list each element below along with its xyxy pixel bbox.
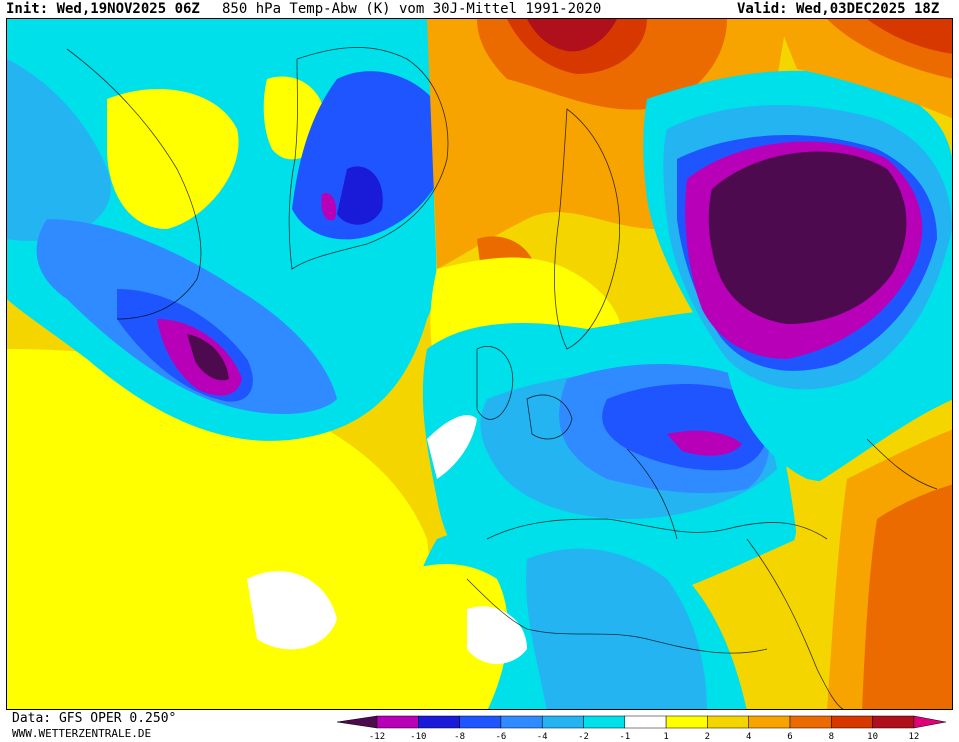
legend-swatch (748, 715, 791, 729)
legend-swatch (831, 715, 873, 729)
field-white-band (427, 415, 477, 479)
legend-swatch (583, 715, 626, 729)
field-white-morocco (467, 606, 527, 664)
legend-swatch (418, 715, 460, 729)
legend-tick-label: -10 (410, 732, 427, 742)
field-alps-purple (667, 430, 742, 456)
legend-tick-label: 2 (704, 732, 711, 742)
legend-swatch (500, 715, 543, 729)
legend-tick-label: 6 (787, 732, 793, 742)
color-legend-bar (336, 715, 946, 729)
field-east-red (867, 19, 952, 54)
coastlines (66, 47, 938, 709)
valid-time-label: Valid: Wed,03DEC2025 18Z (737, 1, 940, 17)
field-labrador-core (187, 334, 229, 381)
legend-arrow-high (913, 715, 946, 729)
map-title: 850 hPa Temp-Abw (K) vom 30J-Mittel 1991… (222, 1, 602, 17)
legend-tick-label: -6 (495, 732, 507, 742)
legend-tick-label: 8 (828, 732, 834, 742)
temperature-anomaly-map[interactable] (7, 19, 953, 710)
map-panel[interactable] (6, 18, 953, 710)
legend-tick-label: 12 (908, 732, 920, 742)
field-iberia-yellow (367, 564, 508, 709)
legend-swatch (707, 715, 749, 729)
legend-tick-label: -12 (368, 732, 386, 742)
field-russia-core (708, 151, 907, 324)
init-time-label: Init: Wed,19NOV2025 06Z (6, 1, 200, 17)
legend-swatch (872, 715, 915, 729)
map-footer: Data: GFS OPER 0.250° WWW.WETTERZENTRALE… (0, 710, 959, 742)
color-legend: -12 -10 -8 -6 -4 -2 -1 1 2 4 6 8 10 12 (336, 714, 957, 742)
legend-swatch (789, 715, 832, 729)
legend-arrow-low (336, 715, 378, 729)
field-greenland-darkblue (337, 166, 383, 225)
field-africa-lightblue (526, 548, 707, 709)
legend-tick-label: 4 (745, 732, 752, 742)
website-label: WWW.WETTERZENTRALE.DE (12, 727, 152, 740)
legend-tick-label: 1 (663, 732, 669, 742)
legend-tick-label: -8 (454, 732, 466, 742)
legend-tick-label: -1 (619, 732, 631, 742)
legend-tick-label: -2 (578, 732, 589, 742)
field-southeast-darkorange (862, 484, 952, 709)
legend-tick-label: 10 (867, 732, 879, 742)
field-arctic-darkred (527, 19, 617, 52)
legend-tick-label: -4 (536, 732, 548, 742)
field-greenland-purple (321, 193, 337, 221)
field-white-atlantic (247, 571, 337, 650)
legend-swatch (624, 715, 667, 729)
legend-swatch (665, 715, 708, 729)
field-canada-light (7, 59, 111, 241)
legend-swatch (459, 715, 502, 729)
map-header: Init: Wed,19NOV2025 06Z 850 hPa Temp-Abw… (0, 0, 959, 18)
data-source-label: Data: GFS OPER 0.250° (12, 711, 177, 726)
field-arctic-yellow (107, 89, 239, 229)
legend-swatch (541, 715, 584, 729)
legend-swatch (376, 715, 419, 729)
